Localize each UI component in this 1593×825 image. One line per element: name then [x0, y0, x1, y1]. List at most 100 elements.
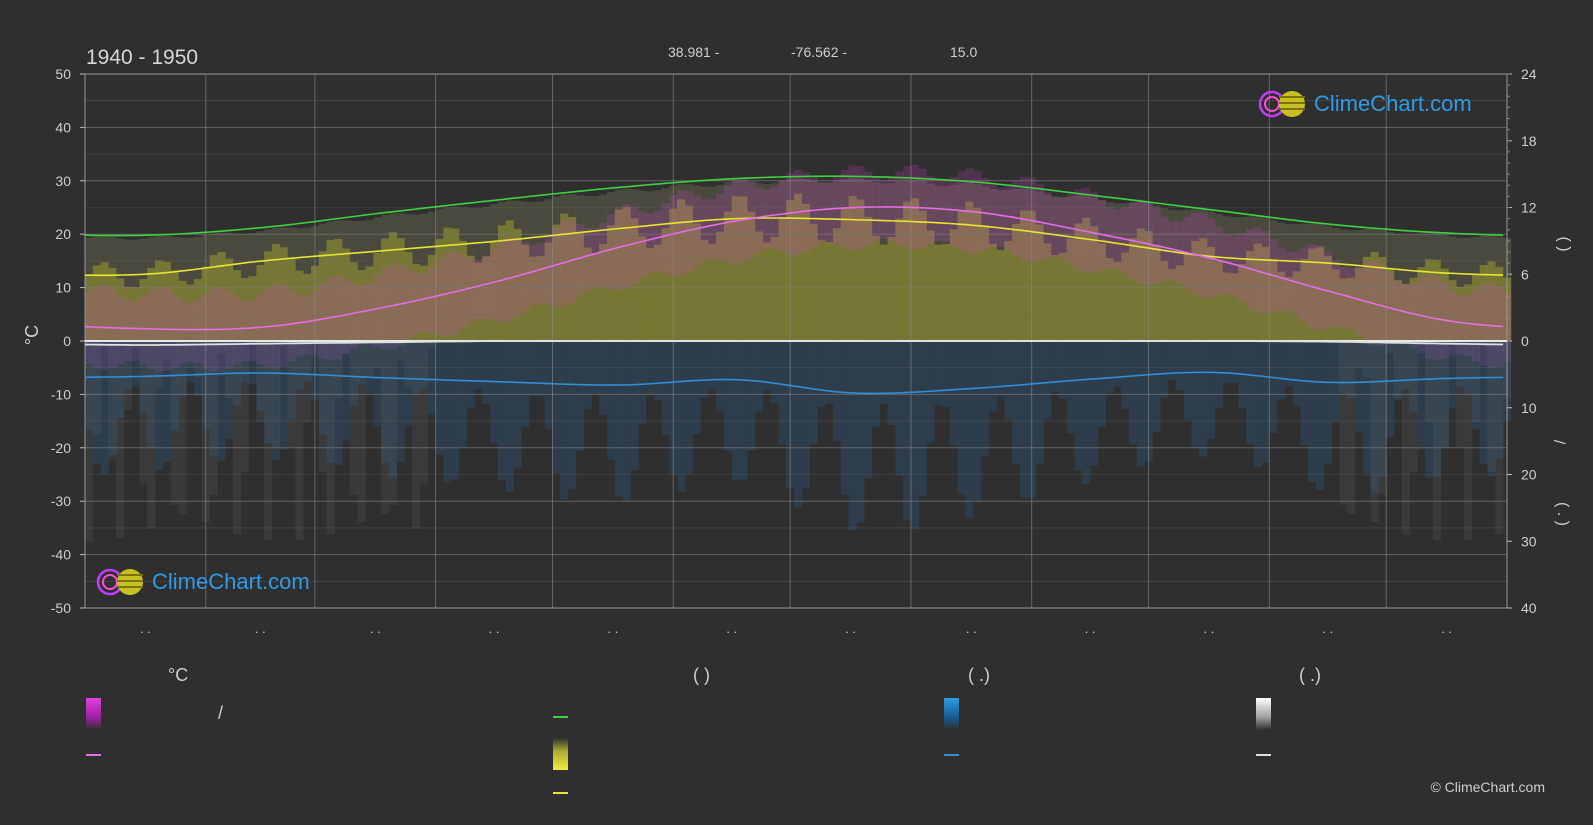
sunshine-bar — [638, 236, 647, 341]
temp-range-bar — [123, 300, 133, 361]
precip-bar — [225, 341, 234, 439]
sunshine-bar — [365, 266, 374, 341]
legend-temp-range-swatch — [86, 698, 101, 730]
sunshine-bar — [451, 228, 460, 341]
sunshine-bar — [420, 265, 429, 341]
precip-bar — [536, 341, 546, 397]
snow-bar — [162, 341, 172, 361]
sunshine-bar — [1105, 258, 1114, 341]
temp-range-bar — [295, 294, 304, 357]
precip-bar — [630, 341, 639, 471]
precip-bar — [544, 341, 553, 430]
precip-bar — [949, 341, 958, 446]
snow-bar — [1339, 341, 1348, 505]
precip-bar — [1339, 341, 1348, 394]
sunshine-bar — [630, 218, 639, 341]
sunshine-bar — [622, 206, 631, 341]
snow-bar — [209, 341, 218, 495]
sunshine-bar — [583, 247, 592, 341]
sunshine-bar — [801, 203, 810, 341]
sunshine-bar — [209, 255, 218, 341]
temp-range-bar — [988, 184, 997, 247]
precip-bar — [1394, 341, 1403, 400]
snow-bar — [139, 341, 148, 484]
snow-bar — [170, 341, 179, 505]
sunshine-bar — [794, 193, 803, 341]
x-tick-label: . . — [726, 621, 737, 636]
temp-range-bar — [692, 195, 701, 267]
snow-bar — [396, 341, 405, 361]
precip-bar — [560, 341, 569, 500]
temp-range-bar — [607, 214, 616, 289]
temp-range-bar — [926, 176, 935, 244]
sunshine-bar — [926, 230, 935, 341]
precip-bar — [194, 341, 203, 397]
longitude-label: -76.562 - — [791, 44, 848, 60]
precip-bar — [1370, 341, 1379, 493]
sunshine-bar — [342, 248, 351, 341]
precip-bar — [482, 341, 491, 404]
precip-bar — [568, 341, 577, 490]
temp-range-bar — [825, 182, 834, 242]
sunshine-bar — [1362, 256, 1371, 341]
precip-bar — [1448, 341, 1457, 409]
sunshine-bar — [568, 216, 577, 341]
temp-range-bar — [599, 222, 608, 287]
sunshine-bar — [474, 262, 483, 341]
precip-bar — [583, 341, 592, 410]
sunshine-bar — [412, 264, 421, 341]
x-tick-label: . . — [489, 621, 500, 636]
snow-bar — [233, 341, 242, 535]
legend-precip-line — [944, 754, 959, 756]
sunshine-bar — [256, 264, 265, 341]
temp-range-bar — [1370, 260, 1379, 346]
sunshine-bar — [856, 199, 865, 341]
x-tick-label: . . — [1322, 621, 1333, 636]
snow-bar — [1432, 341, 1442, 541]
sunshine-bar — [1230, 273, 1239, 341]
precip-bar — [770, 341, 779, 404]
snow-bar — [1464, 341, 1473, 541]
temp-range-bar — [131, 301, 140, 361]
logo-top: ClimeChart.com — [1258, 88, 1472, 120]
temp-range-bar — [256, 294, 265, 364]
sunshine-bar — [1300, 258, 1309, 341]
sunshine-bar — [139, 279, 148, 341]
precip-bar — [871, 341, 881, 427]
temp-range-bar — [723, 185, 733, 263]
sunshine-bar — [544, 242, 553, 341]
sunshine-bar — [1020, 210, 1029, 341]
precip-bar — [778, 341, 787, 445]
sunshine-bar — [770, 236, 779, 341]
sunshine-line — [85, 217, 1504, 277]
snow-bar — [248, 341, 257, 345]
sunshine-bar — [825, 241, 834, 341]
precip-bar — [100, 341, 109, 475]
sunshine-bar — [903, 201, 912, 341]
snow-bar — [1370, 341, 1379, 523]
precip-bar — [1082, 341, 1091, 485]
right-tick-label-top: 0 — [1521, 333, 1529, 349]
temp-range-bar — [459, 254, 468, 330]
temp-range-bar — [778, 179, 787, 252]
temp-range-bar — [373, 275, 382, 347]
sunshine-bar — [287, 259, 296, 341]
sunshine-bar — [490, 240, 499, 341]
left-tick-label: 20 — [55, 226, 71, 242]
precip-bar — [334, 341, 343, 466]
snow-bar — [1394, 341, 1403, 399]
climechart-logo-icon — [96, 568, 143, 596]
temp-range-bar — [1222, 233, 1231, 294]
sunshine-bar — [1487, 261, 1496, 341]
x-tick-label: . . — [1441, 621, 1452, 636]
sunshine-bar — [1292, 271, 1301, 341]
precip-bar — [692, 341, 701, 435]
sunshine-bar — [1417, 266, 1426, 341]
precip-bar — [1495, 341, 1504, 459]
precip-bar — [92, 341, 101, 464]
x-tick-label: . . — [845, 621, 856, 636]
x-tick-label: . . — [140, 621, 151, 636]
precip-bar — [287, 341, 296, 420]
sunshine-bar — [536, 256, 546, 341]
precip-bar — [1456, 341, 1465, 387]
